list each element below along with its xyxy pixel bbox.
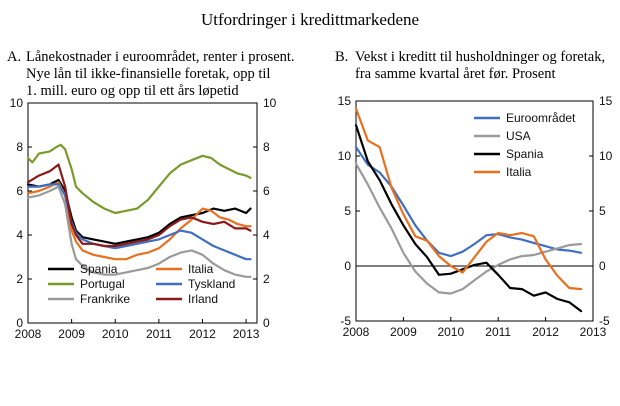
panel-b-ytick-label-right: -5 — [599, 314, 610, 328]
panel-b-ytick-label-left: 10 — [338, 149, 352, 163]
panel-a-plot-frame — [27, 102, 258, 324]
panel-b: B. Vekst i kreditt til husholdninger og … — [335, 49, 613, 339]
panel-a-ytick-label-right: 10 — [263, 96, 277, 110]
panel-b-ytick-label-left: 5 — [344, 204, 351, 218]
panel-a-legend: Spania Italia Portugal Tyskland Frankrike Irl… — [48, 262, 235, 306]
panel-a-subtitle-line-3: 1. mill. euro og opp til ett års løpetid — [26, 83, 239, 99]
panel-b-ytick-label-right: 15 — [599, 94, 613, 108]
panel-a-xtick-label: 2008 — [15, 327, 42, 341]
panel-b-series-line-spania — [354, 124, 583, 313]
panel-a-series-line-frankrike — [26, 185, 252, 278]
panel-a-series-line-tyskland — [26, 183, 252, 261]
panel-a-ticks: 0 2 4 6 8 10 0 2 4 6 8 10 2008 2009 2010 2011 2012 2013 — [10, 96, 277, 341]
panel-a-xtick-label: 2009 — [58, 327, 85, 341]
panel-b-plot-frame — [355, 100, 594, 322]
panel-a-xtick-label: 2012 — [189, 327, 216, 341]
panel-b-xtick-label: 2013 — [580, 325, 607, 339]
panel-a-ytick-label-left: 4 — [16, 228, 23, 242]
panel-a-xtick-label: 2010 — [102, 327, 129, 341]
panel-b-ytick-label-right: 10 — [599, 149, 613, 163]
panel-a-series-line-spania — [26, 178, 252, 245]
panel-b-series-line-italia — [354, 107, 583, 291]
panel-a-label: A. — [7, 49, 21, 65]
panel-b-ytick-label-left: 0 — [344, 259, 351, 273]
panel-a-ytick-label-right: 0 — [263, 316, 270, 330]
panel-a: A. Lånekostnader i euroområdet, renter i… — [7, 49, 295, 341]
panel-b-ytick-label-left: -5 — [340, 314, 351, 328]
panel-a-series-line-portugal — [26, 143, 252, 215]
panel-b-subtitle-line-2: fra samme kvartal året før. Prosent — [355, 66, 556, 82]
panel-b-ytick-label-right: 5 — [599, 204, 606, 218]
panel-a-ytick-label-left: 8 — [16, 140, 23, 154]
panel-a-ytick-label-right: 2 — [263, 272, 270, 286]
panel-b-xtick-label: 2012 — [532, 325, 559, 339]
panel-b-legend-label-italia: Italia — [506, 165, 532, 179]
panel-a-legend-label-frankrike: Frankrike — [80, 292, 130, 306]
panel-a-ytick-label-left: 2 — [16, 272, 23, 286]
panel-a-xtick-label: 2013 — [233, 327, 260, 341]
panel-a-legend-label-spania: Spania — [80, 262, 118, 276]
panel-b-legend-label-euroomradet: Euroområdet — [506, 111, 576, 125]
panel-a-series — [26, 143, 252, 278]
panel-b-legend-label-usa: USA — [506, 129, 531, 143]
panel-a-ytick-label-left: 0 — [16, 316, 23, 330]
panel-b-xtick-label: 2008 — [343, 325, 370, 339]
panel-b-legend: Euroområdet USA Spania Italia — [474, 111, 576, 179]
panel-b-xtick-label: 2011 — [485, 325, 511, 339]
panel-a-ytick-label-right: 4 — [263, 228, 270, 242]
panel-a-legend-label-italia: Italia — [188, 262, 214, 276]
panel-b-series-line-usa — [354, 162, 583, 295]
panel-a-ytick-label-right: 8 — [263, 140, 270, 154]
panel-b-xtick-label: 2009 — [390, 325, 417, 339]
panel-b-ticks: -5 0 5 10 15 -5 0 5 10 15 2008 2009 2010 2011 2012 2013 — [338, 94, 613, 339]
panel-a-legend-label-tyskland: Tyskland — [188, 277, 235, 291]
panel-a-ytick-label-left: 6 — [16, 184, 23, 198]
panel-b-ytick-label-left: 15 — [338, 94, 352, 108]
panel-b-label: B. — [335, 49, 348, 65]
panel-a-legend-label-irland: Irland — [188, 292, 218, 306]
panel-a-subtitle-line-1: Lånekostnader i euroområdet, renter i pr… — [26, 49, 295, 65]
panel-b-subtitle-line-1: Vekst i kreditt til husholdninger og for… — [355, 49, 605, 65]
figure-title: Utfordringer i kredittmarkedene — [201, 10, 419, 29]
panel-a-series-line-irland — [26, 163, 252, 248]
panel-b-ytick-label-right: 0 — [599, 259, 606, 273]
panel-a-legend-label-portugal: Portugal — [80, 277, 125, 291]
panel-a-ytick-label-right: 6 — [263, 184, 270, 198]
panel-a-subtitle-line-2: Nye lån til ikke-finansielle foretak, op… — [26, 66, 270, 82]
panel-b-legend-label-spania: Spania — [506, 147, 544, 161]
panel-a-xtick-label: 2011 — [146, 327, 172, 341]
panel-a-ytick-label-left: 10 — [10, 96, 24, 110]
panel-b-xtick-label: 2010 — [437, 325, 464, 339]
panel-b-series — [354, 107, 583, 313]
